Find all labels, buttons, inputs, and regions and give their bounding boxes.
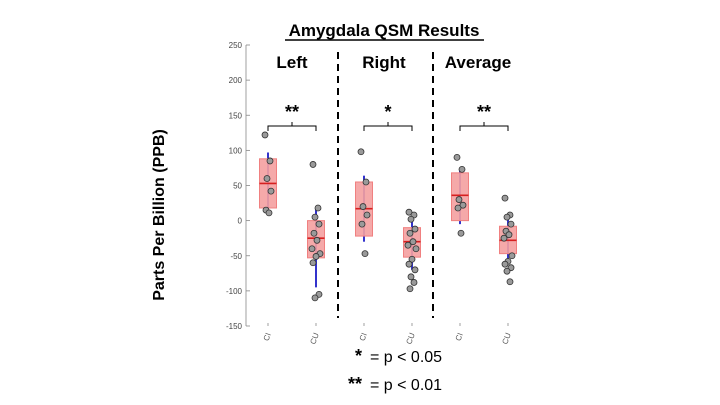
data-point <box>309 259 317 267</box>
significance-bracket <box>363 122 413 131</box>
significance-marker: ** <box>285 102 299 122</box>
data-point <box>266 157 274 165</box>
y-tick-label: 150 <box>229 111 243 120</box>
data-point <box>409 238 417 246</box>
group-label-average: Average <box>445 53 511 72</box>
x-tick-label-cu: CU <box>404 331 416 345</box>
data-point <box>454 204 462 212</box>
data-point <box>314 204 322 212</box>
data-point <box>411 225 419 233</box>
data-point <box>311 294 319 302</box>
data-point <box>501 194 509 202</box>
data-point <box>457 229 465 237</box>
data-point <box>315 220 323 228</box>
data-point <box>308 245 316 253</box>
group-label-left: Left <box>276 53 308 72</box>
data-point <box>503 267 511 275</box>
data-point <box>357 148 365 156</box>
data-point <box>261 131 269 139</box>
y-tick-label: -100 <box>226 287 243 296</box>
significance-marker: * <box>384 102 391 122</box>
significance-legend: * = p < 0.05 ** = p < 0.01 <box>348 346 442 394</box>
data-point <box>406 229 414 237</box>
data-point <box>455 196 463 203</box>
data-point <box>405 208 413 216</box>
data-point <box>408 255 416 263</box>
data-point <box>406 285 414 293</box>
data-point <box>500 234 508 242</box>
legend-symbol: ** <box>348 374 362 394</box>
data-point <box>310 229 318 237</box>
y-tick-label: 0 <box>238 217 243 226</box>
x-tick-label-ci: CI <box>454 332 465 343</box>
data-point <box>359 203 367 210</box>
data-point <box>358 220 366 228</box>
data-point <box>411 266 419 274</box>
data-point <box>508 252 516 260</box>
data-point <box>453 153 461 161</box>
data-point <box>311 213 319 221</box>
data-point <box>412 245 420 253</box>
legend-text: = p < 0.05 <box>370 349 442 366</box>
group-label-right: Right <box>362 53 406 72</box>
data-point <box>503 213 511 221</box>
y-tick-label: 100 <box>229 146 243 155</box>
y-tick-label: -50 <box>230 252 242 261</box>
data-point <box>265 209 273 217</box>
significance-bracket <box>459 122 509 131</box>
x-tick-label-ci: CI <box>358 332 369 343</box>
chart-title: Amygdala QSM Results <box>289 21 480 40</box>
data-point <box>363 211 371 219</box>
data-point <box>507 220 515 228</box>
x-tick-label-cu: CU <box>500 331 512 345</box>
data-point <box>309 161 317 168</box>
x-tick-label-ci: CI <box>262 332 273 343</box>
data-point <box>405 260 413 268</box>
significance-marker: ** <box>477 102 491 122</box>
legend-symbol: * <box>355 346 362 366</box>
data-point <box>410 279 418 286</box>
data-point <box>267 187 275 195</box>
y-tick-label: -150 <box>226 322 243 331</box>
y-axis-label: Parts Per Billion (PPB) <box>151 129 168 301</box>
data-point <box>312 253 320 260</box>
y-tick-label: 250 <box>229 41 243 50</box>
data-point <box>505 231 513 239</box>
significance-bracket <box>267 122 317 131</box>
data-point <box>501 260 509 268</box>
data-point <box>506 278 514 286</box>
x-tick-label-cu: CU <box>308 331 320 345</box>
data-point <box>407 273 415 281</box>
legend-text: = p < 0.01 <box>370 377 442 394</box>
y-tick-label: 200 <box>229 76 243 85</box>
data-point <box>362 178 370 186</box>
data-point <box>263 175 271 182</box>
data-point <box>459 201 467 209</box>
y-tick-label: 50 <box>233 182 242 191</box>
plot-area: -150 -100 -50 0 50 100 150 200 250 Left ** CI CU Righ… <box>226 41 517 346</box>
data-point <box>458 165 466 173</box>
data-point <box>313 236 321 244</box>
data-point <box>361 250 369 258</box>
data-point <box>407 215 415 223</box>
data-point <box>404 241 412 249</box>
